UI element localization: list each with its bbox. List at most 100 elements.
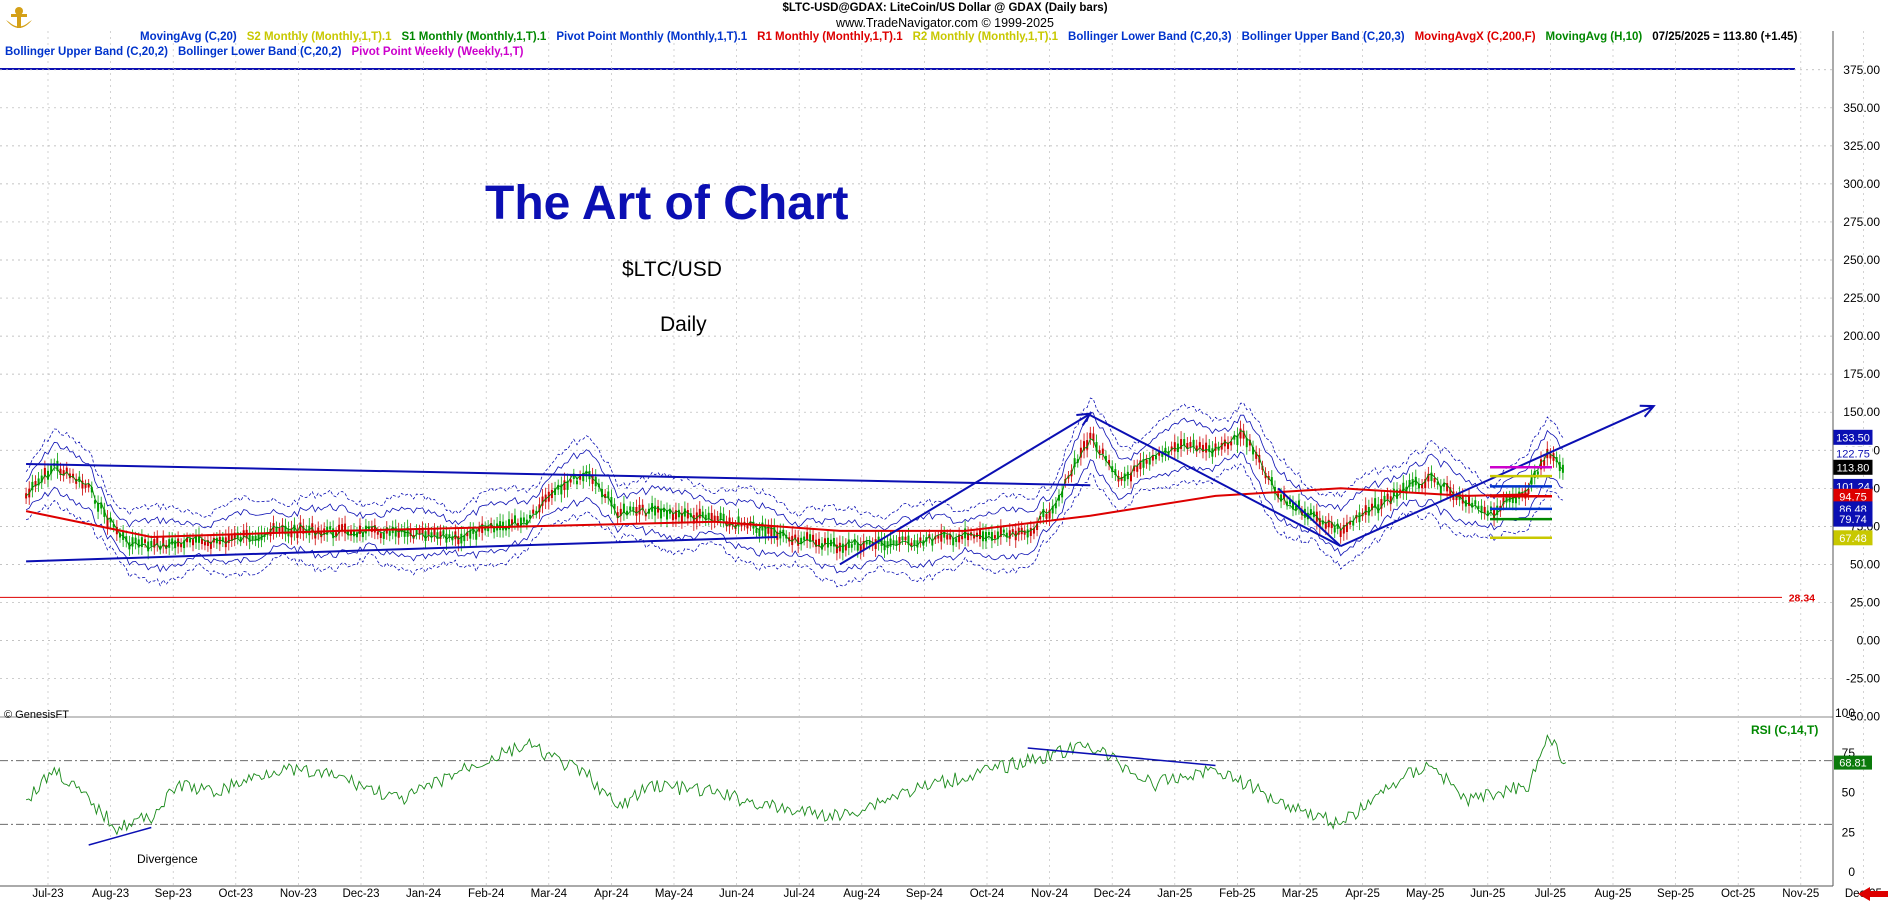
candle-body bbox=[1474, 500, 1477, 505]
candle-body bbox=[710, 512, 713, 523]
chart-annotation-period: Daily bbox=[660, 313, 707, 336]
candle-body bbox=[1291, 502, 1294, 510]
candle-body bbox=[563, 480, 566, 491]
candle-body bbox=[118, 533, 121, 538]
trendline-arrowhead-5 bbox=[1639, 404, 1656, 418]
candle-body bbox=[209, 541, 212, 549]
candle-body bbox=[865, 541, 868, 545]
candle-body bbox=[1493, 509, 1496, 519]
x-tick-label-5: Dec-23 bbox=[342, 888, 379, 900]
candle-body bbox=[569, 479, 572, 483]
candle-body bbox=[1436, 481, 1439, 485]
x-tick-label-12: Jul-24 bbox=[784, 888, 816, 900]
candle-body bbox=[695, 512, 698, 522]
candle-body bbox=[1136, 465, 1139, 472]
candle-body bbox=[758, 528, 761, 536]
indicator-legend-row2: Bollinger Upper Band (C,20,2) Bollinger L… bbox=[5, 46, 533, 58]
candle-body bbox=[352, 529, 355, 537]
candle-body bbox=[478, 527, 481, 532]
candle-body bbox=[513, 515, 516, 523]
candle-body bbox=[367, 526, 370, 531]
x-tick-label-13: Aug-24 bbox=[843, 888, 881, 900]
candle-body bbox=[1349, 521, 1352, 525]
candle-body bbox=[560, 484, 563, 495]
legend-item-row2-0: Bollinger Upper Band (C,20,2) bbox=[5, 46, 168, 58]
candle-body bbox=[746, 523, 749, 529]
rsi-line bbox=[25, 733, 1567, 836]
candle-body bbox=[68, 473, 71, 479]
candle-body bbox=[1386, 493, 1389, 500]
candle-body bbox=[668, 509, 671, 514]
legend-item-row1-5: R2 Monthly (Monthly,1,T).1 bbox=[912, 31, 1059, 43]
rsi-tick-label-3: 25 bbox=[1842, 825, 1856, 839]
candle-body bbox=[1309, 509, 1312, 516]
candle-body bbox=[338, 524, 341, 534]
candle-body bbox=[106, 517, 109, 528]
candle-body bbox=[1195, 445, 1198, 452]
candle-body bbox=[1342, 525, 1345, 534]
divergence-label: Divergence bbox=[137, 852, 198, 866]
candle-body bbox=[582, 472, 585, 482]
candle-body bbox=[850, 544, 853, 548]
candle-body bbox=[335, 532, 338, 537]
x-tick-label-20: Mar-25 bbox=[1282, 888, 1318, 900]
candle-body bbox=[1339, 529, 1342, 537]
candle-body bbox=[1324, 522, 1327, 529]
candle-body bbox=[272, 523, 275, 533]
price-label-6: 79.74 bbox=[1839, 514, 1867, 526]
candle-body bbox=[448, 534, 451, 538]
candle-body bbox=[1057, 495, 1060, 501]
candle-body bbox=[1345, 522, 1348, 532]
legend-item-row1-0: MovingAvg (C,20) bbox=[140, 31, 237, 43]
legend-item-row1-1: S2 Monthly (Monthly,1,T).1 bbox=[246, 31, 392, 43]
candle-body bbox=[1236, 435, 1239, 446]
candle-body bbox=[1036, 523, 1039, 531]
candle-body bbox=[140, 537, 143, 548]
candle-body bbox=[716, 516, 719, 521]
candle-body bbox=[1233, 435, 1236, 440]
candle-body bbox=[1427, 473, 1430, 482]
candle-body bbox=[1533, 471, 1536, 479]
price-tick-label-1: 350.00 bbox=[1843, 101, 1880, 115]
candle-body bbox=[779, 530, 782, 539]
candle-body bbox=[635, 506, 638, 516]
candle-body bbox=[964, 528, 967, 539]
chart-annotation-symbol: $LTC/USD bbox=[622, 258, 722, 281]
candle-body bbox=[874, 539, 877, 550]
candle-body bbox=[433, 529, 436, 536]
candle-body bbox=[251, 535, 254, 540]
candle-body bbox=[821, 543, 824, 550]
candle-body bbox=[168, 539, 171, 548]
price-label-2: 113.80 bbox=[1837, 462, 1870, 474]
candle-body bbox=[901, 536, 904, 541]
candle-body bbox=[1098, 450, 1101, 454]
candle-body bbox=[93, 500, 96, 504]
x-tick-label-11: Jun-24 bbox=[719, 888, 755, 900]
candle-body bbox=[382, 532, 385, 539]
candle-body bbox=[516, 523, 519, 527]
trendline-arrowhead-2 bbox=[1076, 412, 1093, 426]
moving-avg-200 bbox=[25, 487, 1529, 539]
candle-body bbox=[895, 540, 898, 546]
candle-body bbox=[1543, 459, 1546, 466]
candle-body bbox=[62, 470, 65, 476]
candle-body bbox=[1370, 503, 1373, 511]
candle-body bbox=[1530, 476, 1533, 485]
genesis-copyright: © GenesisFT bbox=[4, 709, 69, 721]
candle-body bbox=[1092, 433, 1095, 442]
candle-body bbox=[344, 523, 347, 534]
candle-body bbox=[683, 508, 686, 517]
candle-body bbox=[1158, 451, 1161, 456]
candle-body bbox=[1514, 494, 1517, 504]
candle-body bbox=[1208, 445, 1211, 452]
candle-body bbox=[1442, 483, 1445, 487]
candle-body bbox=[519, 517, 522, 526]
candle-body bbox=[1383, 495, 1386, 502]
price-label-box-6 bbox=[1833, 511, 1873, 527]
candle-body bbox=[463, 535, 466, 542]
candle-body bbox=[90, 487, 93, 493]
candle-body bbox=[1142, 459, 1145, 468]
legend-item-row1-10: 07/25/2025 = 113.80 (+1.45) bbox=[1652, 31, 1798, 43]
scroll-right-arrow-icon[interactable] bbox=[1858, 887, 1888, 901]
candle-body bbox=[1223, 439, 1226, 447]
